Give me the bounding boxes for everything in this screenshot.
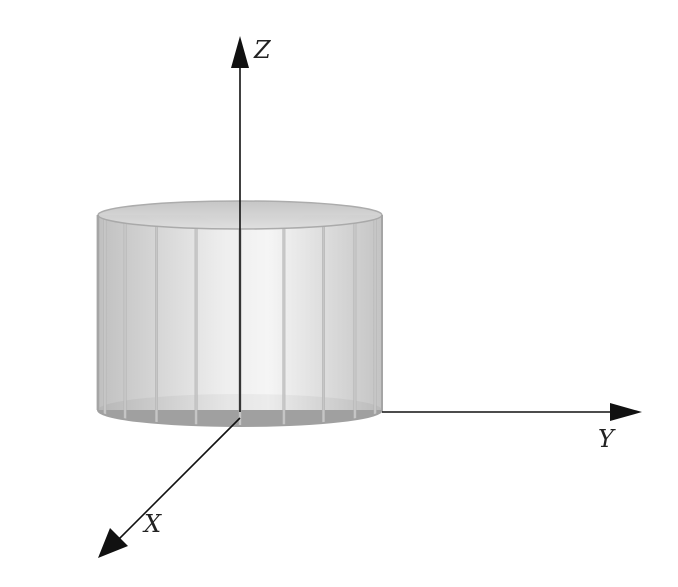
cylinder-bottom-rim [97,409,383,427]
x-axis-label: X [142,510,162,538]
z-axis-label: Z [253,36,272,64]
x-axis-arrowhead [98,528,128,558]
y-axis-arrowhead [610,403,642,421]
y-axis-label: Y [598,425,616,453]
z-axis-arrowhead [231,36,249,68]
x-axis-line [117,417,241,541]
